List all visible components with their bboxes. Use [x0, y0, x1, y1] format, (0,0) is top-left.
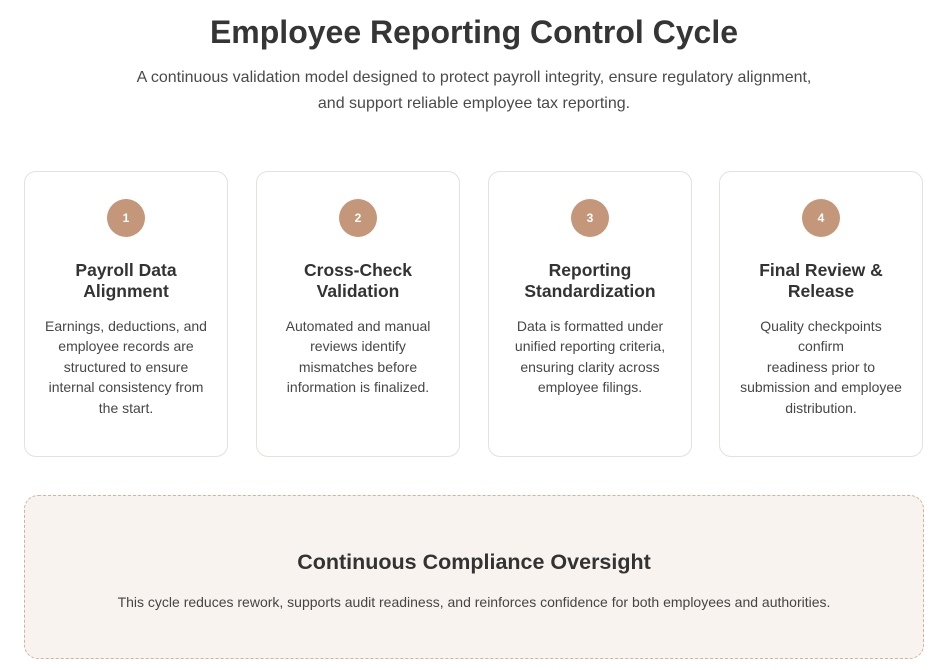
step-description: Automated and manual reviews identify mism…: [275, 316, 441, 398]
step-description-line: internal consistency from: [48, 379, 204, 396]
step-description-line: unified reporting criteria,: [514, 338, 666, 355]
step-description-line: Quality checkpoints confirm: [760, 318, 882, 355]
step-number-badge: 3: [571, 199, 609, 237]
step-description-line: information is finalized.: [286, 379, 430, 396]
step-description: Data is formatted under unified reporting…: [507, 316, 673, 398]
compliance-oversight-panel: Continuous Compliance Oversight This cyc…: [24, 495, 924, 659]
oversight-title: Continuous Compliance Oversight: [297, 550, 651, 574]
step-number-badge: 2: [339, 199, 377, 237]
step-card-cross-check-validation: 2 Cross-Check Validation Automated and ma…: [256, 171, 460, 457]
step-title-line: Release: [787, 281, 855, 301]
step-number-badge: 4: [802, 199, 840, 237]
step-card-final-review-release: 4 Final Review & Release Quality checkpoi…: [719, 171, 923, 457]
step-description-line: submission and employee: [740, 379, 902, 396]
step-title-line: Final Review &: [759, 260, 883, 280]
step-description-line: readiness prior to: [766, 358, 876, 375]
step-title-line: Reporting: [548, 260, 632, 280]
step-card-reporting-standardization: 3 Reporting Standardization Data is forma…: [488, 171, 692, 457]
step-description-line: ensuring clarity across: [520, 358, 660, 375]
step-card-payroll-data-alignment: 1 Payroll Data Alignment Earnings, deduct…: [24, 171, 228, 457]
step-description-line: Earnings, deductions, and: [45, 318, 207, 334]
page-subtitle: A continuous validation model designed t…: [0, 65, 938, 117]
step-description: Earnings, deductions, and employee record…: [43, 316, 209, 418]
subtitle-line-2: and support reliable employee tax report…: [317, 95, 631, 112]
step-title-line: Payroll Data: [75, 260, 177, 280]
step-description-line: the start.: [98, 399, 154, 416]
step-title: Reporting Standardization: [499, 260, 681, 302]
step-title-line: Alignment: [83, 281, 169, 301]
step-title-line: Validation: [316, 281, 400, 301]
step-description-line: employee filings.: [537, 379, 643, 396]
step-description-line: reviews identify: [310, 338, 406, 355]
step-description-line: Automated and manual: [285, 318, 431, 334]
step-description-line: distribution.: [785, 399, 857, 416]
step-description: Quality checkpoints confirm readiness pri…: [738, 316, 904, 418]
step-title: Final Review & Release: [730, 260, 912, 302]
step-description-line: Data is formatted under: [516, 318, 664, 334]
step-number-badge: 1: [107, 199, 145, 237]
step-title: Cross-Check Validation: [267, 260, 449, 302]
step-title-line: Cross-Check: [304, 260, 412, 280]
step-description-line: structured to ensure: [63, 358, 189, 375]
page-title: Employee Reporting Control Cycle: [209, 14, 739, 50]
subtitle-line-1: A continuous validation model designed t…: [136, 69, 812, 86]
step-title-line: Standardization: [524, 281, 656, 301]
oversight-description: This cycle reduces rework, supports audi…: [117, 594, 831, 610]
step-title: Payroll Data Alignment: [35, 260, 217, 302]
step-description-line: employee records are: [58, 338, 194, 355]
step-description-line: mismatches before: [298, 358, 418, 375]
step-cards: 1 Payroll Data Alignment Earnings, deduct…: [24, 171, 924, 459]
